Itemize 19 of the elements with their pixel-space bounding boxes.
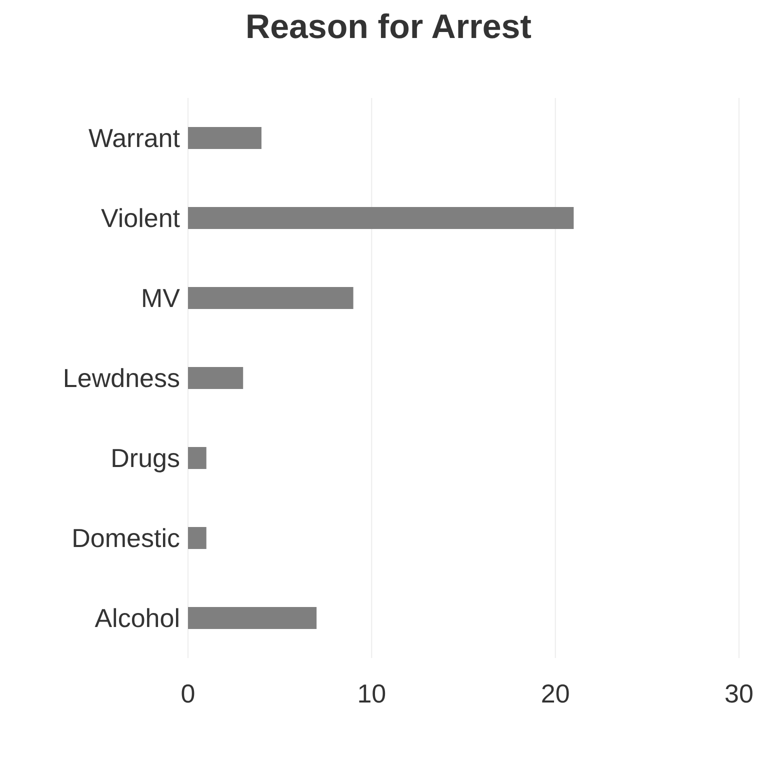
y-tick-label: Warrant (88, 123, 181, 154)
y-tick-label: Alcohol (94, 603, 180, 634)
y-tick-label: MV (141, 283, 181, 314)
x-tick-label: 30 (724, 678, 754, 708)
y-tick-label: Lewdness (62, 363, 180, 394)
x-tick-label: 10 (357, 678, 386, 708)
bar (188, 367, 244, 389)
bar (188, 127, 262, 149)
bar (188, 207, 574, 229)
bar (188, 527, 206, 549)
bar (188, 447, 206, 469)
bar (188, 287, 354, 309)
y-tick-label: Drugs (110, 443, 180, 474)
x-tick-label: 0 (180, 678, 196, 708)
y-tick-label: Violent (100, 203, 181, 234)
x-tick-label: 20 (540, 678, 570, 708)
y-tick-label: Domestic (72, 523, 180, 554)
bar (188, 607, 317, 629)
chart-title: Reason for Arrest (244, 8, 532, 48)
